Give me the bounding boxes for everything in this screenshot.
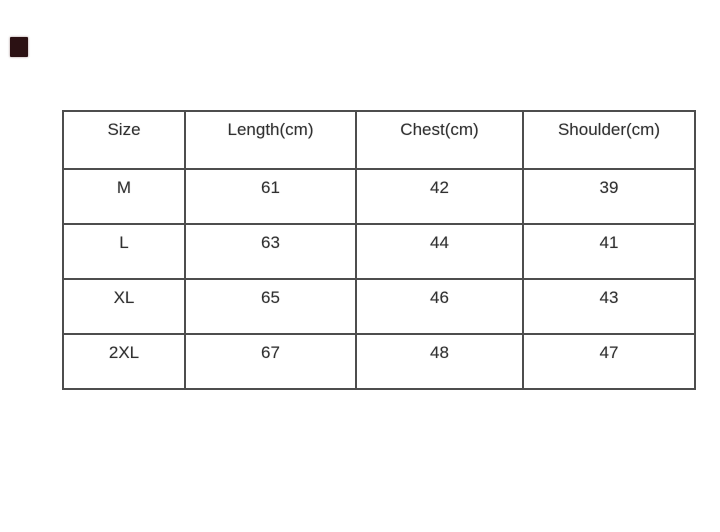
cell-size: L bbox=[62, 223, 186, 280]
cell-chest: 44 bbox=[355, 223, 524, 280]
header-cell-chest: Chest(cm) bbox=[355, 110, 524, 170]
cell-chest: 42 bbox=[355, 168, 524, 225]
cell-size: 2XL bbox=[62, 333, 186, 390]
cell-size: XL bbox=[62, 278, 186, 335]
table-row-l: L 63 44 41 bbox=[62, 223, 696, 280]
table-row-m: M 61 42 39 bbox=[62, 168, 696, 225]
cell-shoulder: 41 bbox=[522, 223, 696, 280]
cell-shoulder: 47 bbox=[522, 333, 696, 390]
cell-length: 65 bbox=[184, 278, 357, 335]
cell-shoulder: 39 bbox=[522, 168, 696, 225]
cell-length: 67 bbox=[184, 333, 357, 390]
table-row-2xl: 2XL 67 48 47 bbox=[62, 333, 696, 390]
table-header-row: Size Length(cm) Chest(cm) Shoulder(cm) bbox=[62, 110, 696, 170]
header-cell-shoulder: Shoulder(cm) bbox=[522, 110, 696, 170]
dark-square-marker bbox=[10, 37, 28, 57]
cell-length: 61 bbox=[184, 168, 357, 225]
cell-length: 63 bbox=[184, 223, 357, 280]
header-cell-size: Size bbox=[62, 110, 186, 170]
size-chart-table: Size Length(cm) Chest(cm) Shoulder(cm) M… bbox=[62, 110, 696, 390]
header-cell-length: Length(cm) bbox=[184, 110, 357, 170]
cell-size: M bbox=[62, 168, 186, 225]
table-row-xl: XL 65 46 43 bbox=[62, 278, 696, 335]
cell-chest: 48 bbox=[355, 333, 524, 390]
cell-chest: 46 bbox=[355, 278, 524, 335]
cell-shoulder: 43 bbox=[522, 278, 696, 335]
